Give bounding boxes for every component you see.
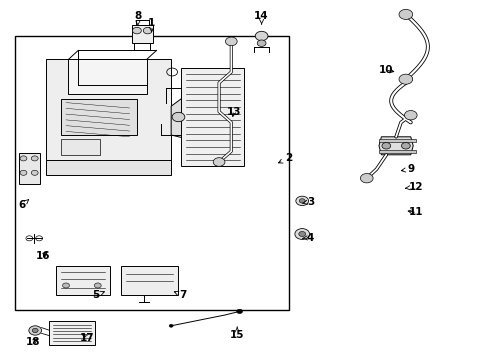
Text: 15: 15 bbox=[229, 327, 244, 340]
Bar bbox=[378, 139, 415, 142]
Polygon shape bbox=[19, 153, 40, 184]
Circle shape bbox=[29, 326, 41, 335]
Bar bbox=[56, 266, 110, 295]
Circle shape bbox=[94, 283, 101, 288]
Circle shape bbox=[213, 158, 224, 166]
Circle shape bbox=[132, 27, 141, 34]
Circle shape bbox=[62, 283, 69, 288]
Circle shape bbox=[298, 231, 305, 237]
Text: 10: 10 bbox=[378, 65, 393, 75]
Bar bbox=[181, 68, 244, 166]
Circle shape bbox=[225, 37, 237, 46]
Circle shape bbox=[169, 324, 173, 327]
Circle shape bbox=[404, 111, 416, 120]
Text: 8: 8 bbox=[134, 11, 141, 26]
Polygon shape bbox=[46, 160, 171, 175]
Text: 3: 3 bbox=[302, 197, 313, 207]
Text: 5: 5 bbox=[92, 290, 104, 300]
Circle shape bbox=[398, 74, 412, 84]
Polygon shape bbox=[378, 137, 412, 155]
Circle shape bbox=[31, 170, 38, 175]
Circle shape bbox=[20, 156, 27, 161]
Text: 9: 9 bbox=[401, 164, 413, 174]
Circle shape bbox=[398, 9, 412, 19]
Polygon shape bbox=[171, 95, 185, 139]
Text: 17: 17 bbox=[80, 333, 94, 343]
Circle shape bbox=[295, 196, 308, 206]
Circle shape bbox=[360, 174, 372, 183]
Circle shape bbox=[299, 199, 305, 203]
Circle shape bbox=[172, 112, 184, 122]
Text: 16: 16 bbox=[36, 251, 50, 261]
Text: 14: 14 bbox=[254, 11, 268, 24]
Text: 7: 7 bbox=[174, 290, 187, 300]
Circle shape bbox=[31, 156, 38, 161]
Text: 1: 1 bbox=[148, 18, 155, 32]
Circle shape bbox=[255, 31, 267, 41]
Text: 11: 11 bbox=[407, 207, 422, 217]
Circle shape bbox=[294, 229, 309, 239]
Bar bbox=[378, 150, 415, 153]
Bar bbox=[49, 321, 95, 345]
Circle shape bbox=[401, 143, 409, 149]
Text: 4: 4 bbox=[302, 233, 314, 243]
Polygon shape bbox=[68, 59, 146, 94]
Bar bbox=[132, 25, 152, 43]
Bar bbox=[15, 36, 288, 310]
Bar bbox=[61, 139, 100, 155]
Text: 6: 6 bbox=[19, 199, 29, 210]
Text: 12: 12 bbox=[405, 182, 422, 192]
Circle shape bbox=[32, 328, 38, 333]
Bar bbox=[121, 266, 177, 295]
Circle shape bbox=[257, 40, 265, 46]
Circle shape bbox=[20, 170, 27, 175]
Polygon shape bbox=[46, 59, 171, 164]
Text: 13: 13 bbox=[226, 107, 241, 117]
Text: 18: 18 bbox=[26, 337, 41, 347]
Circle shape bbox=[236, 309, 242, 314]
Bar bbox=[61, 99, 137, 135]
Text: 2: 2 bbox=[278, 153, 291, 163]
Circle shape bbox=[381, 143, 390, 149]
Circle shape bbox=[143, 27, 152, 34]
